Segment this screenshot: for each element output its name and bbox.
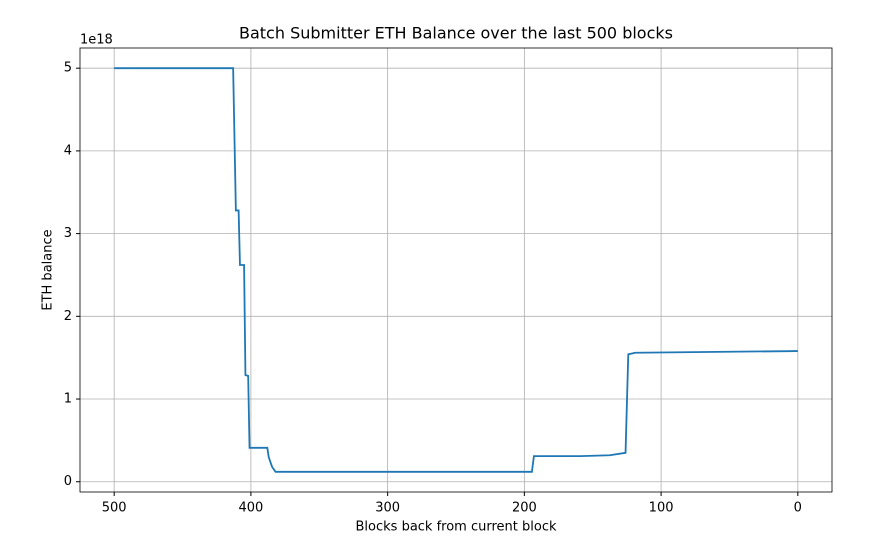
plot-frame <box>79 47 833 493</box>
y-tick-label: 5 <box>64 61 72 76</box>
x-tick-label: 500 <box>102 501 127 516</box>
y-tick-label: 2 <box>64 309 72 324</box>
y-axis-label: ETH balance <box>41 229 56 310</box>
y-tick-label: 1 <box>64 392 72 407</box>
y-tick-label: 4 <box>64 143 72 158</box>
x-tick-label: 100 <box>649 501 674 516</box>
data-line <box>114 67 798 473</box>
x-tick-label: 300 <box>375 501 400 516</box>
y-tick-label: 3 <box>64 226 72 241</box>
x-axis-label: Blocks back from current block <box>356 520 557 535</box>
x-tick-label: 0 <box>794 501 802 516</box>
x-tick-label: 200 <box>512 501 537 516</box>
y-tick-label: 0 <box>64 474 72 489</box>
chart-title: Batch Submitter ETH Balance over the las… <box>239 24 673 43</box>
x-tick-label: 400 <box>238 501 263 516</box>
y-offset-label: 1e18 <box>80 33 113 48</box>
